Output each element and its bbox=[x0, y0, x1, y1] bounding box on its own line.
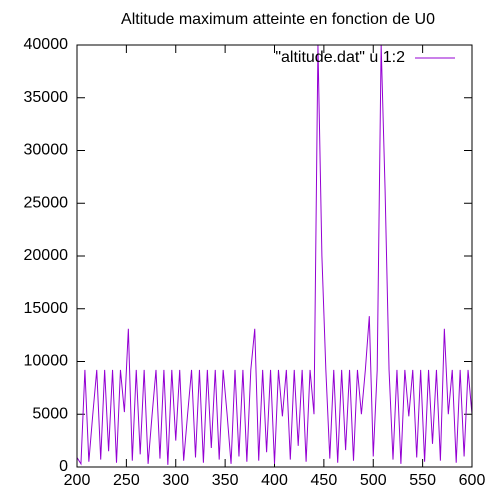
x-tick-label: 300 bbox=[162, 472, 189, 489]
x-tick-label: 550 bbox=[409, 472, 436, 489]
legend-label: "altitude.dat" u 1:2 bbox=[275, 49, 405, 66]
y-tick-label: 40000 bbox=[24, 36, 69, 53]
x-tick-label: 250 bbox=[113, 472, 140, 489]
y-tick-label: 35000 bbox=[24, 89, 69, 106]
y-tick-label: 5000 bbox=[32, 405, 68, 422]
x-tick-label: 400 bbox=[261, 472, 288, 489]
x-tick-label: 200 bbox=[64, 472, 91, 489]
y-tick-label: 30000 bbox=[24, 142, 69, 159]
x-tick-label: 500 bbox=[360, 472, 387, 489]
y-tick-label: 20000 bbox=[24, 247, 69, 264]
x-tick-label: 350 bbox=[212, 472, 239, 489]
chart-title: Altitude maximum atteinte en fonction de… bbox=[121, 11, 435, 28]
x-tick-label: 450 bbox=[311, 472, 338, 489]
y-tick-label: 15000 bbox=[24, 300, 69, 317]
data-line bbox=[76, 44, 473, 466]
y-tick-label: 10000 bbox=[24, 353, 69, 370]
x-tick-label: 600 bbox=[459, 472, 486, 489]
plot-border bbox=[76, 44, 473, 468]
y-tick-label: 0 bbox=[59, 458, 68, 475]
y-tick-label: 25000 bbox=[24, 194, 69, 211]
